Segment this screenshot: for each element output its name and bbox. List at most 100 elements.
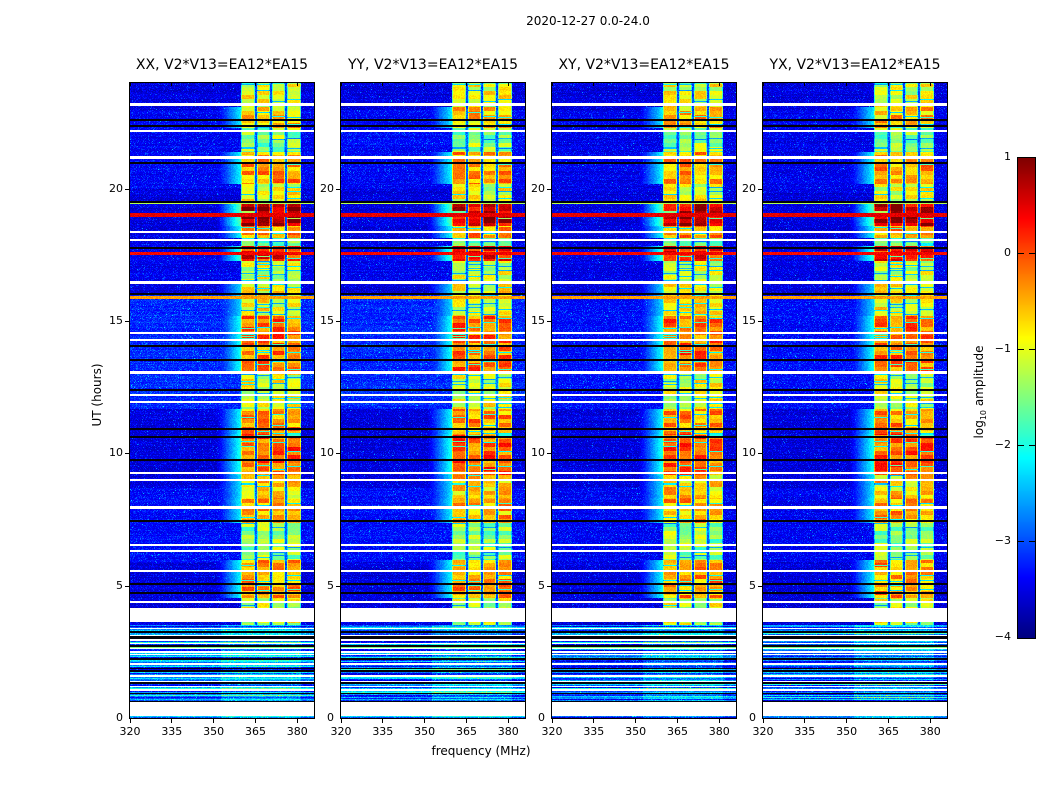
x-tick-mark-top <box>382 83 384 86</box>
x-tick-mark-top <box>507 83 509 86</box>
x-tick-mark-top <box>340 83 342 86</box>
x-tick-mark-top <box>762 83 764 86</box>
y-tick-label: 15 <box>742 314 756 327</box>
y-tick-label: 0 <box>116 711 123 724</box>
x-tick-mark <box>296 719 298 723</box>
x-tick-mark <box>593 719 595 723</box>
y-tick-mark <box>125 320 129 322</box>
x-tick-label: 320 <box>119 725 141 738</box>
y-axis-label: UT (hours) <box>90 363 104 427</box>
y-tick-label: 0 <box>538 711 545 724</box>
y-tick-mark <box>547 188 551 190</box>
y-tick-mark <box>125 188 129 190</box>
x-tick-mark <box>424 719 426 723</box>
x-tick-label: 380 <box>286 725 308 738</box>
y-tick-label: 20 <box>531 182 545 195</box>
figure-title: 2020-12-27 0.0-24.0 <box>526 14 650 28</box>
x-tick-mark <box>676 719 678 723</box>
y-tick-mark <box>125 585 129 587</box>
y-tick-label: 15 <box>320 314 334 327</box>
y-tick-label: 20 <box>109 182 123 195</box>
x-tick-mark-top <box>676 83 678 86</box>
y-tick-label: 5 <box>327 579 334 592</box>
colorbar-tick-mark <box>1029 253 1035 254</box>
x-tick-mark <box>551 719 553 723</box>
colorbar-tick-mark <box>1029 349 1035 350</box>
x-tick-mark-top <box>213 83 215 86</box>
y-tick-label: 20 <box>320 182 334 195</box>
x-tick-mark-top <box>296 83 298 86</box>
y-tick-label: 5 <box>116 579 123 592</box>
colorbar-tick-mark <box>1018 541 1024 542</box>
x-tick-mark <box>129 719 131 723</box>
y-tick-label: 0 <box>327 711 334 724</box>
y-tick-mark <box>758 188 762 190</box>
x-tick-label: 335 <box>583 725 605 738</box>
y-tick-mark <box>336 452 340 454</box>
x-tick-mark-top <box>804 83 806 86</box>
y-tick-label: 5 <box>538 579 545 592</box>
y-tick-mark <box>125 452 129 454</box>
y-tick-label: 10 <box>320 446 334 459</box>
x-tick-mark <box>929 719 931 723</box>
x-tick-mark-top <box>551 83 553 86</box>
x-tick-mark-top <box>171 83 173 86</box>
y-tick-label: 15 <box>531 314 545 327</box>
x-tick-mark <box>762 719 764 723</box>
y-tick-label: 10 <box>531 446 545 459</box>
colorbar-label: log10 amplitude <box>972 346 988 439</box>
x-tick-label: 350 <box>203 725 225 738</box>
x-tick-mark <box>213 719 215 723</box>
x-tick-label: 365 <box>666 725 688 738</box>
x-tick-label: 335 <box>161 725 183 738</box>
y-tick-label: 0 <box>749 711 756 724</box>
x-tick-label: 320 <box>541 725 563 738</box>
panel-title-yx: YX, V2*V13=EA12*EA15 <box>769 57 941 73</box>
colorbar-tick-label: −3 <box>994 534 1011 547</box>
y-tick-mark <box>547 452 551 454</box>
colorbar-tick-label: −1 <box>994 342 1011 355</box>
x-tick-mark-top <box>635 83 637 86</box>
x-tick-mark <box>804 719 806 723</box>
y-tick-mark <box>336 585 340 587</box>
y-tick-mark <box>758 320 762 322</box>
x-axis-label: frequency (MHz) <box>431 744 531 758</box>
y-tick-label: 10 <box>109 446 123 459</box>
x-tick-label: 350 <box>414 725 436 738</box>
colorbar-tick-mark <box>1029 541 1035 542</box>
x-tick-label: 320 <box>330 725 352 738</box>
x-tick-mark-top <box>465 83 467 86</box>
x-tick-mark <box>635 719 637 723</box>
y-tick-mark <box>547 320 551 322</box>
x-tick-label: 335 <box>372 725 394 738</box>
colorbar-tick-label: 1 <box>1004 150 1011 163</box>
y-tick-label: 20 <box>742 182 756 195</box>
y-tick-mark <box>758 585 762 587</box>
x-tick-label: 365 <box>455 725 477 738</box>
y-tick-mark <box>336 320 340 322</box>
x-tick-label: 380 <box>708 725 730 738</box>
x-tick-mark <box>382 719 384 723</box>
colorbar-tick-mark <box>1029 445 1035 446</box>
y-tick-label: 10 <box>742 446 756 459</box>
panel-title-xy: XY, V2*V13=EA12*EA15 <box>558 57 730 73</box>
colorbar-label-log: log <box>971 420 986 439</box>
y-tick-mark <box>758 452 762 454</box>
x-tick-mark-top <box>718 83 720 86</box>
colorbar-tick-mark <box>1018 253 1024 254</box>
x-tick-mark <box>465 719 467 723</box>
spectrogram-panel-xx <box>129 82 315 719</box>
x-tick-label: 350 <box>836 725 858 738</box>
x-tick-mark <box>507 719 509 723</box>
x-tick-label: 350 <box>625 725 647 738</box>
x-tick-mark-top <box>424 83 426 86</box>
colorbar-gradient <box>1017 157 1036 639</box>
x-tick-mark <box>887 719 889 723</box>
spectrogram-panel-xy <box>551 82 737 719</box>
x-tick-mark-top <box>129 83 131 86</box>
panel-title-yy: YY, V2*V13=EA12*EA15 <box>347 57 519 73</box>
x-tick-label: 365 <box>877 725 899 738</box>
x-tick-mark <box>171 719 173 723</box>
x-tick-mark <box>846 719 848 723</box>
